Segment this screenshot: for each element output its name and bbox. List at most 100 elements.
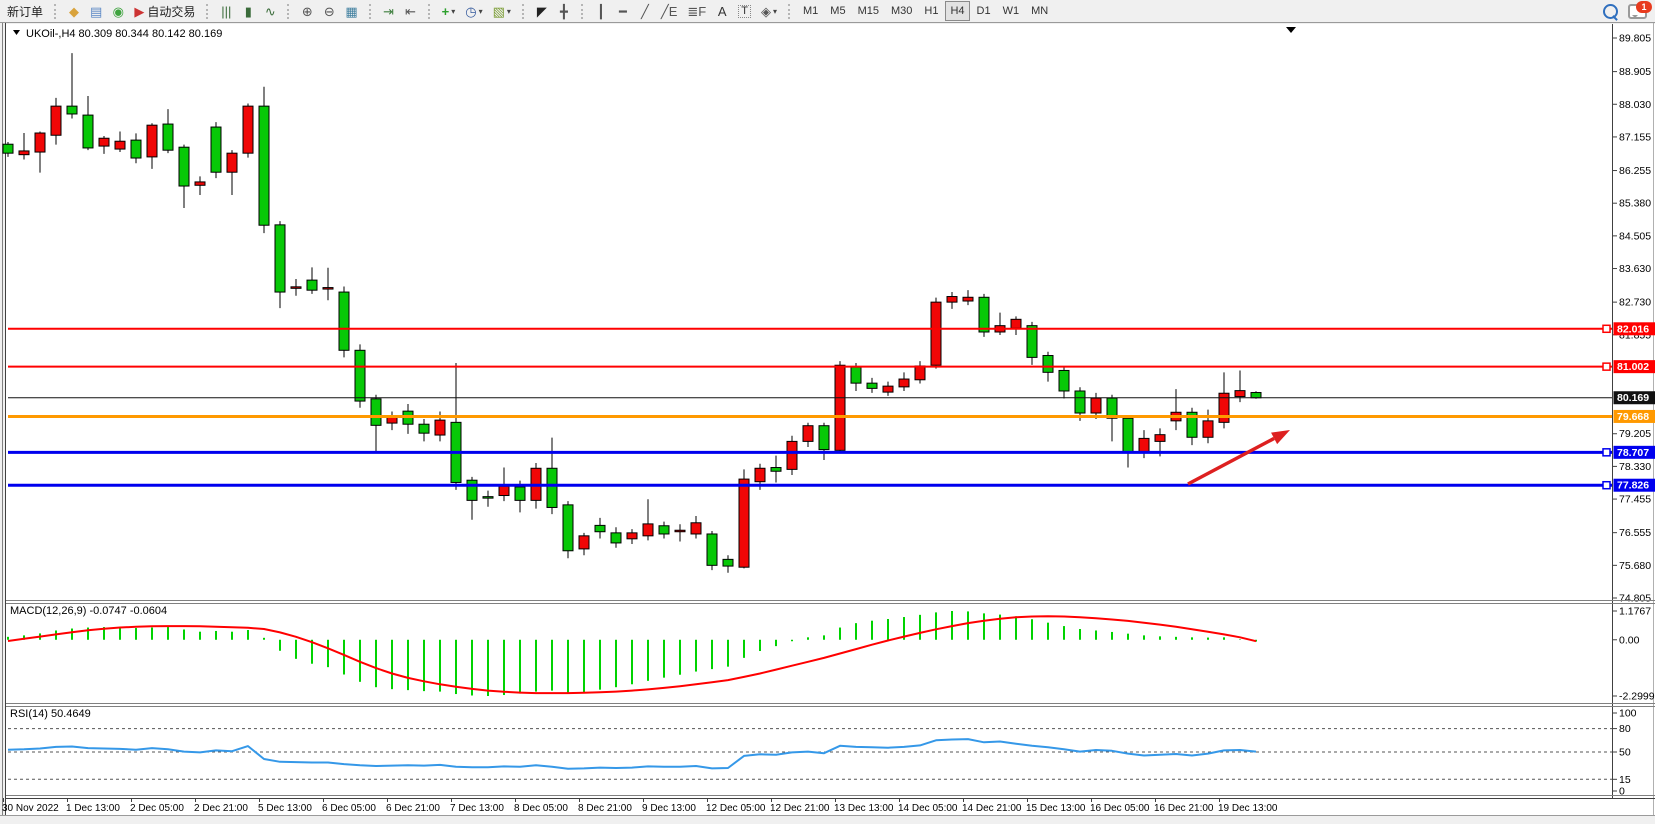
bar-chart-icon[interactable]: |||	[216, 1, 236, 21]
candle-body	[914, 365, 926, 381]
timeframe-w1[interactable]: W1	[998, 1, 1025, 21]
trend-arrow[interactable]	[1187, 430, 1290, 486]
line-chart-icon: ∿	[264, 3, 276, 19]
timeframe-mn[interactable]: MN	[1026, 1, 1053, 21]
candle-body	[610, 532, 622, 544]
zoom-in-icon: ⊕	[301, 3, 313, 19]
candle-body	[354, 349, 366, 402]
zoom-out-icon: ⊖	[323, 3, 335, 19]
price-tick-label: 79.205	[1619, 428, 1651, 440]
timeframe-h4[interactable]: H4	[945, 1, 970, 21]
line-chart-icon[interactable]: ∿	[260, 1, 280, 21]
text-label-icon[interactable]: T	[734, 1, 755, 21]
text-icon[interactable]: A	[712, 1, 732, 21]
fibonacci-icon[interactable]: ≣F	[683, 1, 710, 21]
candle-body	[546, 467, 558, 508]
terminal-window-icon: ▤	[90, 3, 103, 19]
candle-body	[82, 114, 94, 149]
zoom-in-icon[interactable]: ⊕	[297, 1, 317, 21]
timeframe-m30[interactable]: M30	[886, 1, 917, 21]
chevron-down-icon: ▾	[451, 6, 456, 16]
cursor-icon[interactable]: ◤	[532, 1, 552, 21]
new-chart-icon: +	[441, 3, 450, 19]
candle-body	[706, 533, 718, 566]
trendline-icon[interactable]: ╱	[635, 1, 655, 21]
text-label-icon: T	[738, 4, 751, 18]
auto-scroll-icon[interactable]: ⇥	[379, 1, 399, 21]
template-icon: ▧	[492, 3, 505, 19]
arrows-icon[interactable]: ◈ ▾	[757, 1, 781, 21]
signal-icon: ◉	[112, 3, 124, 19]
text-icon: A	[717, 3, 727, 19]
toolbar-group: ┃ ━ ╱ ╱E ≣F A T ◈ ▾	[579, 0, 786, 22]
candle-body	[1042, 355, 1054, 373]
equidistant-channel-icon[interactable]: ╱E	[657, 1, 682, 21]
candle-body	[786, 440, 798, 470]
toolbar-group: ◤ ╋	[520, 0, 579, 22]
candle-body	[1202, 420, 1214, 438]
chart-menu-icon[interactable]	[13, 30, 20, 35]
hline-handle[interactable]	[1602, 480, 1611, 490]
price-label-text: 79.668	[1617, 411, 1649, 423]
timeframe-m1[interactable]: M1	[798, 1, 823, 21]
hline-handle[interactable]	[1602, 448, 1611, 457]
notification-badge: 1	[1636, 0, 1652, 13]
gold-seal-icon: ◆	[69, 3, 80, 19]
candle-body	[930, 301, 942, 366]
candle-body	[578, 535, 590, 550]
time-tick-label: 6 Dec 21:00	[386, 803, 440, 814]
tile-windows-icon[interactable]: ▦	[341, 1, 361, 21]
zoom-out-icon[interactable]: ⊖	[319, 1, 339, 21]
signal-icon[interactable]: ◉	[108, 1, 128, 21]
new-order-button[interactable]: 新订单	[3, 1, 47, 21]
time-tick-label: 5 Dec 13:00	[258, 803, 312, 814]
timeframe-d1[interactable]: D1	[972, 1, 996, 21]
candle-body	[146, 124, 158, 158]
periods-clock-icon[interactable]: ◷ ▾	[461, 1, 486, 21]
terminal-window-icon[interactable]: ▤	[86, 1, 106, 21]
price-tick-label: 76.555	[1619, 527, 1651, 539]
price-label-text: 77.826	[1617, 480, 1649, 492]
vertical-line-icon[interactable]: ┃	[591, 1, 611, 21]
candle-body	[722, 558, 734, 567]
candlestick-series	[2, 53, 1262, 573]
price-label-box	[1613, 445, 1655, 459]
time-tick-label: 15 Dec 13:00	[1026, 803, 1086, 814]
timeframe-m5[interactable]: M5	[825, 1, 850, 21]
candle-body	[226, 152, 238, 173]
chart-shift-icon[interactable]: ⇤	[401, 1, 421, 21]
candle-body	[194, 181, 206, 186]
cursor-icon: ◤	[536, 3, 547, 19]
candle-body	[642, 523, 654, 537]
candle-body	[1250, 392, 1262, 399]
candle-body	[418, 423, 430, 434]
price-tick-label: 77.455	[1619, 494, 1651, 506]
auto-trading-icon[interactable]: ▶ 自动交易	[130, 1, 199, 21]
hline-handle[interactable]	[1602, 362, 1611, 371]
macd-panel: 1.1767 0.00 -2.2999 MACD(12,26,9) -0.0747 -…	[6, 600, 1655, 703]
candle-body	[802, 425, 814, 442]
candle-body	[178, 146, 190, 187]
price-tick-label: 75.680	[1619, 560, 1651, 572]
search-icon[interactable]	[1603, 3, 1618, 19]
candle-body	[1010, 318, 1022, 329]
horizontal-line-icon: ━	[618, 3, 627, 19]
scroll-end-marker[interactable]	[1286, 27, 1296, 33]
chat-icon[interactable]: 1	[1628, 0, 1652, 19]
timeframe-m15[interactable]: M15	[853, 1, 884, 21]
hline-handle[interactable]	[1602, 324, 1611, 334]
template-icon[interactable]: ▧ ▾	[489, 1, 515, 21]
candle-body	[2, 143, 14, 154]
candlestick-chart-icon[interactable]: ▮	[238, 1, 258, 21]
candle-body	[898, 378, 910, 388]
horizontal-line-icon[interactable]: ━	[613, 1, 633, 21]
macd-label: MACD(12,26,9) -0.0747 -0.0604	[10, 605, 167, 617]
candle-body	[882, 385, 894, 393]
candle-body	[674, 529, 686, 533]
crosshair-icon[interactable]: ╋	[554, 1, 574, 21]
gold-seal-icon[interactable]: ◆	[64, 1, 84, 21]
new-chart-icon[interactable]: + ▾	[438, 1, 460, 21]
rsi-axis-label: 0	[1619, 786, 1625, 798]
timeframe-h1[interactable]: H1	[919, 1, 943, 21]
